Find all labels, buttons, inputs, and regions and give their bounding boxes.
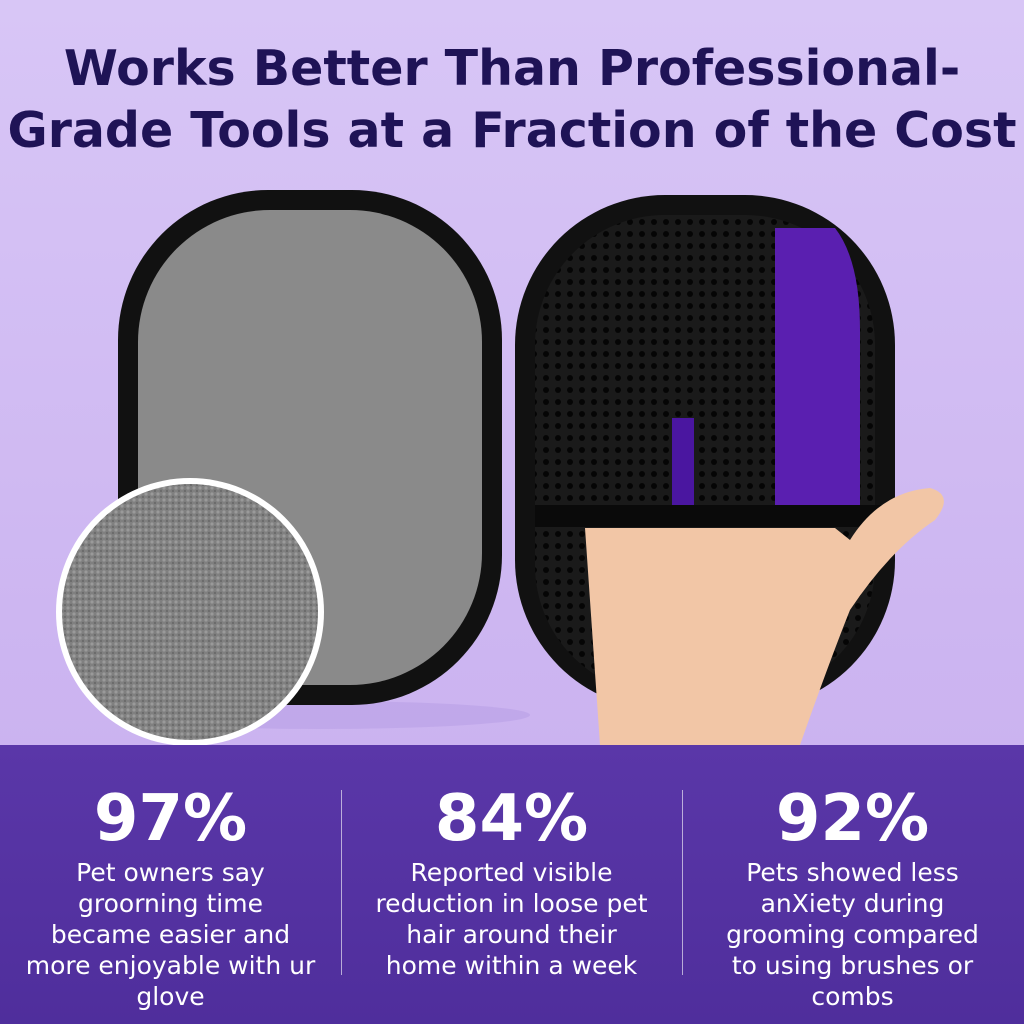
stat-value: 97% [93,782,248,856]
description-line: anXiety during [760,889,945,918]
description-line: grooming compared [726,920,979,949]
stat: 84% Reported visible reduction in loose pe… [341,745,682,1024]
stat: 92% Pets showed less anXiety during groomin… [682,745,1023,1024]
stat-description: Reported visible reduction in loose pet ha… [341,857,682,981]
stat-value: 92% [775,782,930,856]
title: Works Better Than Professional- Grade To… [0,38,1024,162]
product-illustration [62,190,944,745]
stat-value: 84% [434,782,589,856]
stat-description: Pets showed less anXiety during grooming c… [682,857,1023,1012]
description-line: groorning time [78,889,263,918]
description-line: became easier and [50,920,291,949]
stat-description: Pet owners say groorning time became easie… [0,857,341,1012]
description-line: reduction in loose pet [375,889,648,918]
description-line: glove [136,982,205,1011]
hand [585,488,944,745]
title-line: Grade Tools at a Fraction of the Cost [7,102,1017,159]
stat: 97% Pet owners say groorning time became ea… [0,745,341,1024]
description-line: more enjoyable with ur [25,951,316,980]
description-line: Pet owners say [76,858,265,887]
description-line: Pets showed less [746,858,959,887]
title-line: Works Better Than Professional- [63,40,961,97]
description-line: Reported visible [410,858,613,887]
stats-panel: 97% Pet owners say groorning time became ea… [0,745,1024,1024]
description-line: to using brushes or [731,951,974,980]
description-line: combs [811,982,894,1011]
description-line: home within a week [385,951,638,980]
description-line: hair around their [406,920,617,949]
